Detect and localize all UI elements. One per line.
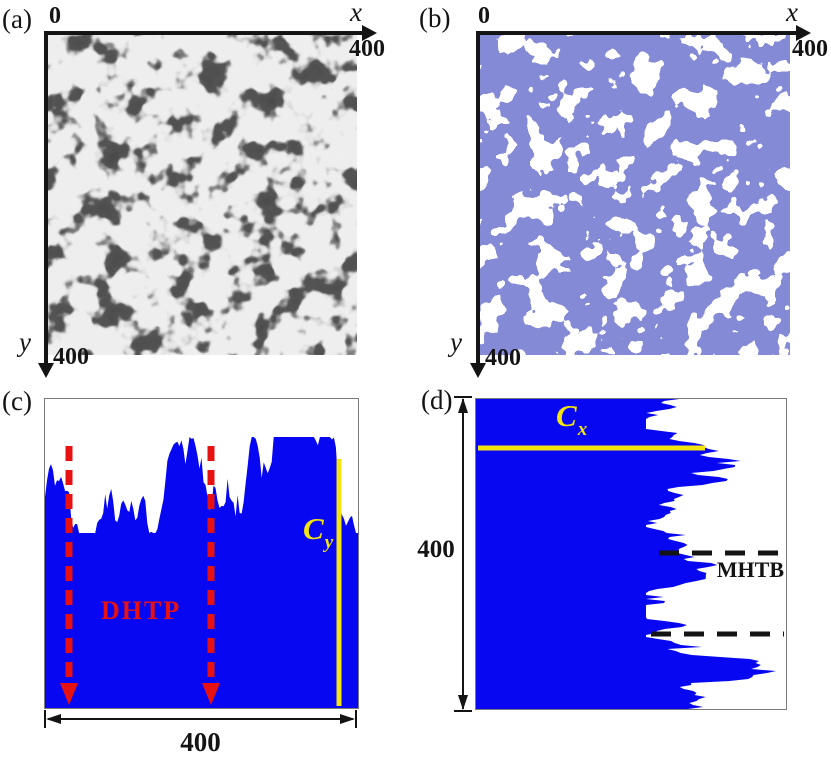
horizontal-pore-profile-area (476, 399, 776, 709)
x-axis-label-b: x (786, 0, 798, 27)
x-max-tick-a: 400 (349, 36, 385, 62)
x-axis-line-a (44, 31, 364, 35)
y-axis-label-b: y (450, 327, 462, 357)
cy-annotation: Cy (303, 511, 333, 552)
cx-subscript: x (577, 419, 588, 440)
dhtp-annotation: DHTP (101, 596, 182, 625)
width-dimension-arrow (44, 710, 357, 728)
binary-texture (477, 33, 790, 355)
mhtb-annotation: MHTB (716, 557, 784, 582)
vertical-pore-profile-area (45, 437, 358, 708)
y-axis-line-a (44, 31, 48, 365)
x-axis-label-a: x (350, 0, 362, 27)
sem-texture (45, 33, 357, 355)
x-max-tick-b: 400 (792, 36, 828, 62)
y-axis-line-b (476, 31, 480, 365)
dim-arrowhead-down-icon (458, 695, 468, 710)
height-dimension-label: 400 (417, 536, 455, 563)
cy-subscript: y (324, 532, 334, 553)
y-max-tick-b: 400 (485, 345, 521, 371)
mhtb-profile-svg (476, 399, 784, 709)
x-axis-line-b (476, 31, 798, 35)
x-origin-tick-b: 0 (478, 3, 490, 29)
width-dimension-label: 400 (180, 727, 221, 757)
dim-arrowhead-up-icon (458, 398, 468, 413)
cy-symbol: C (303, 511, 324, 546)
y-axis-label-a: y (19, 327, 31, 357)
panel-label-d: (d) (421, 385, 453, 415)
height-dimension-arrow (454, 396, 472, 712)
dhtp-profile-plot: DHTP Cy (44, 398, 359, 709)
y-axis-arrowhead-b (470, 363, 486, 378)
cx-symbol: C (556, 398, 577, 433)
x-axis-arrowhead-a (362, 25, 377, 41)
dhtp-arrowhead-left-icon (60, 683, 78, 705)
x-origin-tick-a: 0 (49, 3, 61, 29)
x-axis-arrowhead-b (796, 25, 811, 41)
sem-microstructure-image (45, 33, 357, 355)
y-axis-arrowhead-a (38, 363, 54, 378)
dhtp-profile-svg (45, 437, 358, 708)
dhtp-arrowhead-right-icon (202, 683, 220, 705)
y-max-tick-a: 400 (53, 344, 89, 370)
dim-arrowhead-left-icon (46, 714, 61, 724)
dim-arrowhead-right-icon (340, 714, 355, 724)
mhtb-profile-plot: Cx MHTB (475, 398, 787, 710)
panel-label-b: (b) (419, 3, 451, 33)
cx-annotation: Cx (556, 398, 587, 439)
panel-label-a: (a) (2, 4, 32, 34)
panel-label-c: (c) (2, 386, 32, 416)
binary-microstructure-image (477, 33, 790, 355)
